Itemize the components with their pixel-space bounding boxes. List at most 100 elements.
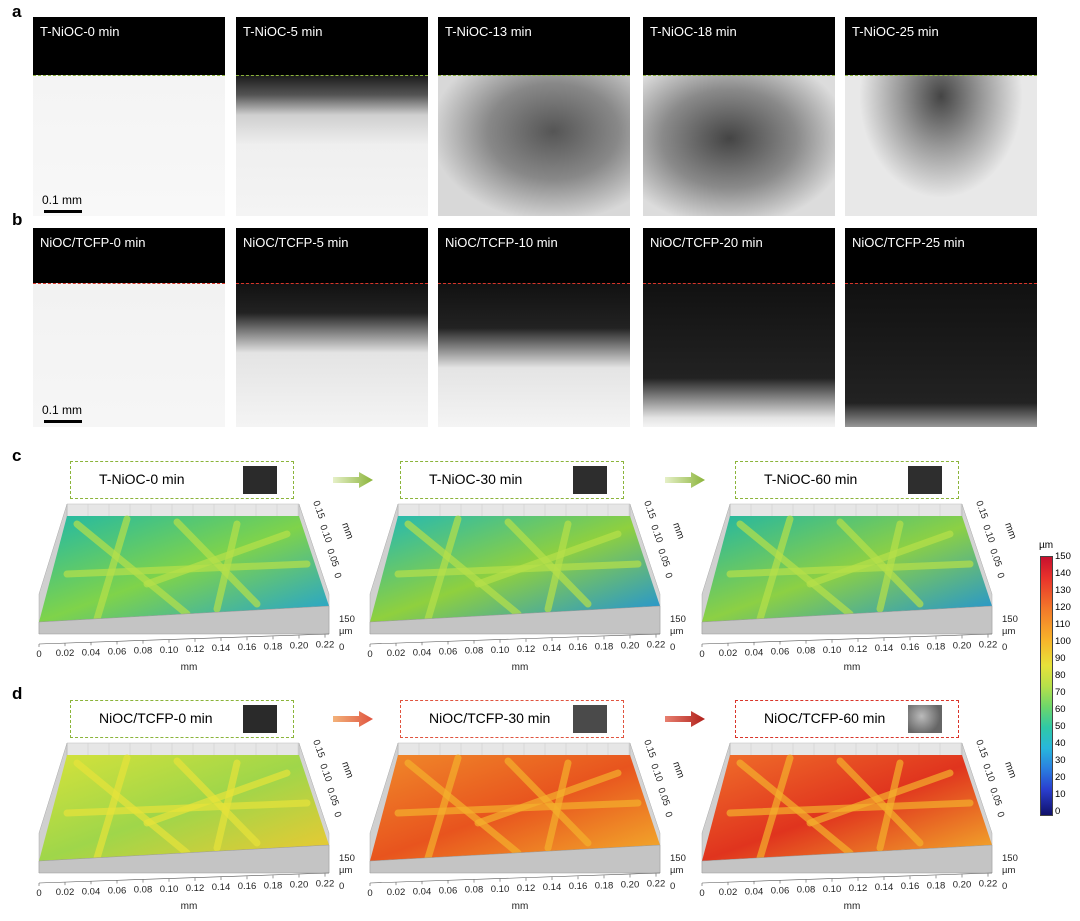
electrode-region <box>845 17 1037 75</box>
x-tick-label: 0.22 <box>316 879 335 890</box>
x-tick-label: 0.04 <box>745 647 764 658</box>
micrograph-background <box>236 283 428 427</box>
height-surface <box>370 755 660 861</box>
back-wall <box>397 742 631 804</box>
electrode-region <box>33 17 225 75</box>
y-tick-label: 0.05 <box>324 547 341 568</box>
front-face <box>369 605 661 635</box>
z-tick-label: 0 <box>670 881 675 892</box>
x-tick-label: 0.12 <box>517 883 536 894</box>
micrograph-label: T-NiOC-5 min <box>243 24 323 39</box>
y-tick-label: 0.05 <box>655 547 672 568</box>
y-tick-label: 0.15 <box>973 738 990 759</box>
x-tick-label: 0.02 <box>387 887 406 898</box>
micrograph-label: T-NiOC-18 min <box>650 24 737 39</box>
fibre <box>213 520 241 613</box>
y-tick-label: 0.10 <box>648 523 665 544</box>
height-surface <box>39 516 329 622</box>
fibre <box>544 520 572 613</box>
x-tick-label: 0.12 <box>849 644 868 655</box>
scale-label-a: 0.1 mm <box>42 193 83 207</box>
x-tick-label: 0.06 <box>108 885 127 896</box>
colorbar-tick-label: 30 <box>1055 755 1066 766</box>
front-face <box>38 605 330 635</box>
label-box-d2-text: NiOC/TCFP-30 min <box>429 710 551 726</box>
micrograph-label: T-NiOC-25 min <box>852 24 939 39</box>
height-surface <box>702 516 992 622</box>
x-tick-label: 0.08 <box>134 646 153 657</box>
x-tick-label: 0.10 <box>823 884 842 895</box>
x-tick-label: 0.20 <box>290 880 309 891</box>
x-axis <box>369 633 661 645</box>
colorbar-tick-label: 140 <box>1055 568 1071 579</box>
fibre <box>394 560 642 578</box>
micrograph-label: NiOC/TCFP-10 min <box>445 235 558 250</box>
micrograph-b-1: NiOC/TCFP-0 min <box>33 228 225 427</box>
x-tick-label: 0.04 <box>82 647 101 658</box>
x-tick-label: 0.12 <box>186 883 205 894</box>
sample-thumbnail <box>908 705 942 733</box>
x-tick-label: 0.06 <box>771 885 790 896</box>
z-tick-label: 150 <box>1002 614 1018 625</box>
sample-thumbnail <box>573 705 607 733</box>
y-tick-label: 0.15 <box>310 499 327 520</box>
y-tick-label: 0 <box>662 571 674 580</box>
reference-line <box>438 283 630 284</box>
x-tick-label: 0 <box>36 888 41 899</box>
fibre <box>806 769 954 827</box>
side-wall <box>298 503 330 635</box>
fibre <box>213 759 241 852</box>
side-wall <box>298 742 330 874</box>
x-tick-label: 0.22 <box>647 879 666 890</box>
y-tick-label: 0.15 <box>641 499 658 520</box>
side-wall <box>38 503 68 635</box>
x-tick-label: 0.10 <box>823 645 842 656</box>
reference-line <box>845 283 1037 284</box>
x-tick-label: 0.06 <box>439 885 458 896</box>
micrograph-background <box>438 75 630 216</box>
y-tick-label: 0.05 <box>987 786 1004 807</box>
scale-label-b: 0.1 mm <box>42 403 83 417</box>
x-tick-label: 0.02 <box>719 887 738 898</box>
x-tick-label: 0.10 <box>491 645 510 656</box>
y-axis-unit: mm <box>1002 760 1018 779</box>
electrode-region <box>643 228 835 283</box>
label-box-d1-text: NiOC/TCFP-0 min <box>99 710 213 726</box>
scale-bar-a <box>44 210 82 213</box>
fibre <box>756 754 794 862</box>
fibre <box>836 518 924 608</box>
y-tick-label: 0.15 <box>641 738 658 759</box>
z-tick-label: 0 <box>339 881 344 892</box>
fibre <box>736 759 854 857</box>
x-tick-label: 0.20 <box>621 880 640 891</box>
fibre <box>726 560 974 578</box>
x-tick-label: 0.08 <box>134 885 153 896</box>
x-tick-label: 0.14 <box>212 882 231 893</box>
reference-line <box>33 75 225 76</box>
fibre <box>93 754 131 862</box>
x-tick-label: 0 <box>367 888 372 899</box>
side-wall <box>961 503 993 635</box>
x-tick-label: 0.18 <box>927 880 946 891</box>
z-tick-label: 0 <box>1002 881 1007 892</box>
micrograph-background <box>33 75 225 216</box>
y-tick-label: 0.10 <box>317 762 334 783</box>
front-face <box>701 605 993 635</box>
panel-a-letter: a <box>12 2 22 21</box>
x-tick-label: 0.14 <box>875 882 894 893</box>
x-tick-label: 0.18 <box>595 641 614 652</box>
z-tick-label: 150 <box>670 853 686 864</box>
x-tick-label: 0.16 <box>238 642 257 653</box>
colorbar-unit: µm <box>1039 540 1054 551</box>
back-wall <box>66 742 300 804</box>
x-tick-label: 0.10 <box>160 884 179 895</box>
fibre <box>736 520 854 618</box>
reference-line <box>236 283 428 284</box>
x-axis-unit: mm <box>512 662 529 673</box>
x-tick-label: 0.12 <box>849 883 868 894</box>
label-box-d1: NiOC/TCFP-0 min <box>70 700 294 738</box>
x-tick-label: 0.22 <box>316 640 335 651</box>
micrograph-b-2: NiOC/TCFP-5 min <box>236 228 428 427</box>
reference-line <box>845 75 1037 76</box>
x-tick-label: 0.08 <box>465 885 484 896</box>
